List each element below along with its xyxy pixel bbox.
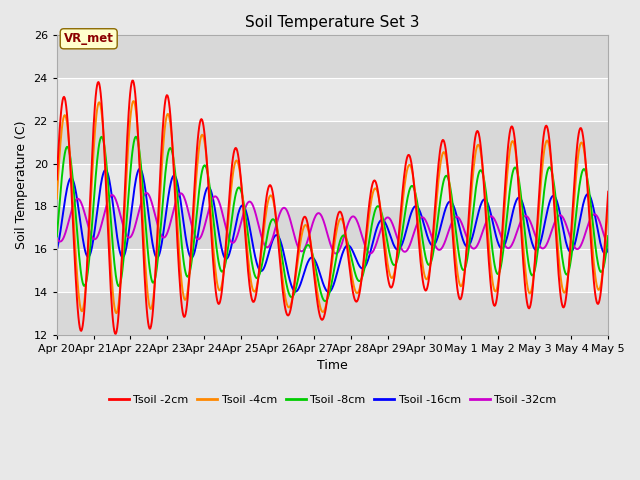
Bar — [57, 292, 608, 335]
Bar — [57, 206, 608, 249]
Bar — [57, 249, 608, 292]
Bar — [57, 121, 608, 164]
Bar — [57, 36, 608, 78]
Text: VR_met: VR_met — [64, 32, 114, 45]
Legend: Tsoil -2cm, Tsoil -4cm, Tsoil -8cm, Tsoil -16cm, Tsoil -32cm: Tsoil -2cm, Tsoil -4cm, Tsoil -8cm, Tsoi… — [104, 391, 561, 410]
Bar — [57, 78, 608, 121]
Title: Soil Temperature Set 3: Soil Temperature Set 3 — [245, 15, 420, 30]
Y-axis label: Soil Temperature (C): Soil Temperature (C) — [15, 120, 28, 249]
Bar — [57, 164, 608, 206]
X-axis label: Time: Time — [317, 359, 348, 372]
